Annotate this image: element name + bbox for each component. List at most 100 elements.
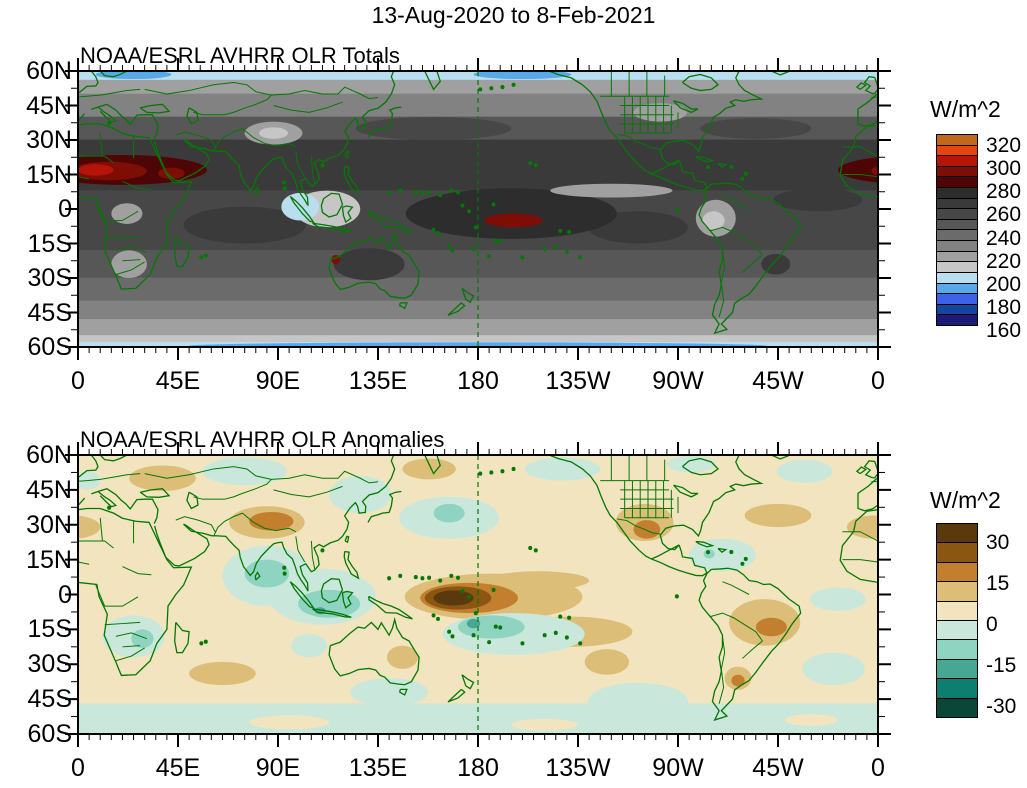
map-feature-central-pacific-red [484,213,543,228]
colorbar-tick-label: 200 [986,272,1022,296]
lat-tick-label: 30S [27,650,72,679]
country-border [96,585,138,606]
coastline [425,455,441,474]
island-dot [511,82,516,87]
island-dot [743,556,748,562]
coastline [651,160,707,190]
island-dot [500,469,505,474]
colorbar-segment [936,678,978,699]
island-dot [456,575,461,580]
lon-tick-label: 135E [348,754,408,782]
coastline [329,620,419,685]
island-dot [478,87,483,92]
country-border [122,567,151,575]
coastline [321,193,342,217]
lat-tick-label: 30N [26,126,72,154]
island-dot [553,630,558,635]
map-feature-medteal-maritime [298,589,361,618]
lon-tick-label: 180 [457,754,499,782]
coastline [255,572,259,580]
lon-tick-label: 0 [71,367,85,395]
island-dot [107,505,112,510]
island-dot [413,189,418,194]
island-dot [493,238,498,243]
lon-tick-label: 45E [155,367,201,395]
country-border [122,646,140,647]
map-feature-teal-west-australia [291,634,327,658]
island-dot [553,244,558,250]
coastline [78,124,191,289]
colorbar-segment [936,523,978,544]
coastline [255,187,259,195]
island-dot [413,574,418,580]
country-border [145,83,378,99]
panel-title-anomalies: NOAA/ESRL AVHRR OLR Anomalies [80,427,445,452]
lat-tick-label: 45S [27,298,72,327]
country-border [296,536,305,562]
lon-tick-label: 90E [255,367,301,395]
coastline [549,71,761,174]
colorbar-tick-label: 300 [986,156,1022,180]
map-feature-sahel-high-core [871,165,878,177]
country-border [78,532,114,548]
island-dot [729,164,734,169]
coastline [140,104,169,113]
coastline [91,489,158,524]
island-dot [528,160,533,166]
island-dot [420,576,425,581]
coastline [718,163,726,167]
country-border [722,196,749,209]
coastline [699,183,801,333]
coastline [840,124,878,289]
coastline [369,596,413,619]
coastline [321,579,342,603]
coastline [771,71,790,75]
lat-tick-label: 60S [27,720,72,748]
coastline [674,101,698,113]
island-dot [203,639,208,644]
coastlines-layer [140,455,878,720]
country-border [842,175,878,180]
island-dot [398,188,403,193]
map-feature-teal-se-pacific [588,682,688,721]
coastline [78,71,98,126]
island-dot [478,471,483,476]
island-dot [491,587,496,592]
axes-frame [65,442,891,747]
country-border [116,262,145,275]
coastline [175,622,189,652]
map-feature-epac-itcz-light-line [550,183,673,198]
map-panel-anomalies [65,442,891,747]
map-feature-arctic-band-blue-2 [473,71,572,80]
island-dot [282,186,287,191]
lat-tick-label: 15N [26,545,72,574]
country-border [100,518,102,541]
map-feature-teal-north-atlantic [776,459,833,483]
island-dot [456,190,461,195]
coastline [290,196,313,222]
country-border [96,200,138,221]
coastline [140,489,169,498]
country-border [710,613,762,641]
coastline [651,545,707,576]
coastline [345,152,349,158]
island-dot [564,249,569,254]
map-feature-sahel-arabia-high [838,157,878,183]
colorbar-units-label-totals: W/m^2 [930,96,1001,122]
lat-tick-label: 15S [27,229,72,258]
country-border [176,517,216,533]
country-border [242,129,295,147]
island-dot [320,163,325,168]
map-feature-medteal-southern-africa [131,629,154,648]
country-border [296,152,305,177]
island-dot [282,180,287,185]
island-dot [533,548,538,553]
island-dot [420,190,425,195]
zonal-band [78,79,878,95]
map-feature-teal-east-asia [329,475,392,514]
country-border [116,247,147,253]
lat-tick-label: 0 [58,195,72,223]
colorbar-tick-label: -15 [986,653,1017,677]
country-border [842,532,878,548]
island-dot [520,641,525,646]
